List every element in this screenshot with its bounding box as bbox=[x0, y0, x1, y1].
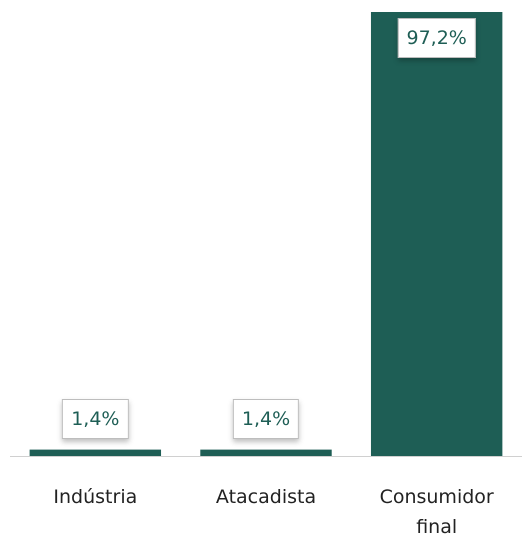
x-tick-label: Atacadista bbox=[215, 486, 317, 508]
x-tick-label: Indústria bbox=[53, 486, 138, 508]
bar bbox=[200, 449, 332, 456]
data-label: 97,2% bbox=[397, 18, 476, 58]
data-label: 1,4% bbox=[62, 398, 129, 439]
bar bbox=[370, 12, 503, 456]
data-label: 1,4% bbox=[232, 398, 300, 439]
bar bbox=[29, 449, 162, 456]
x-tick-label: Consumidor final bbox=[379, 486, 494, 538]
